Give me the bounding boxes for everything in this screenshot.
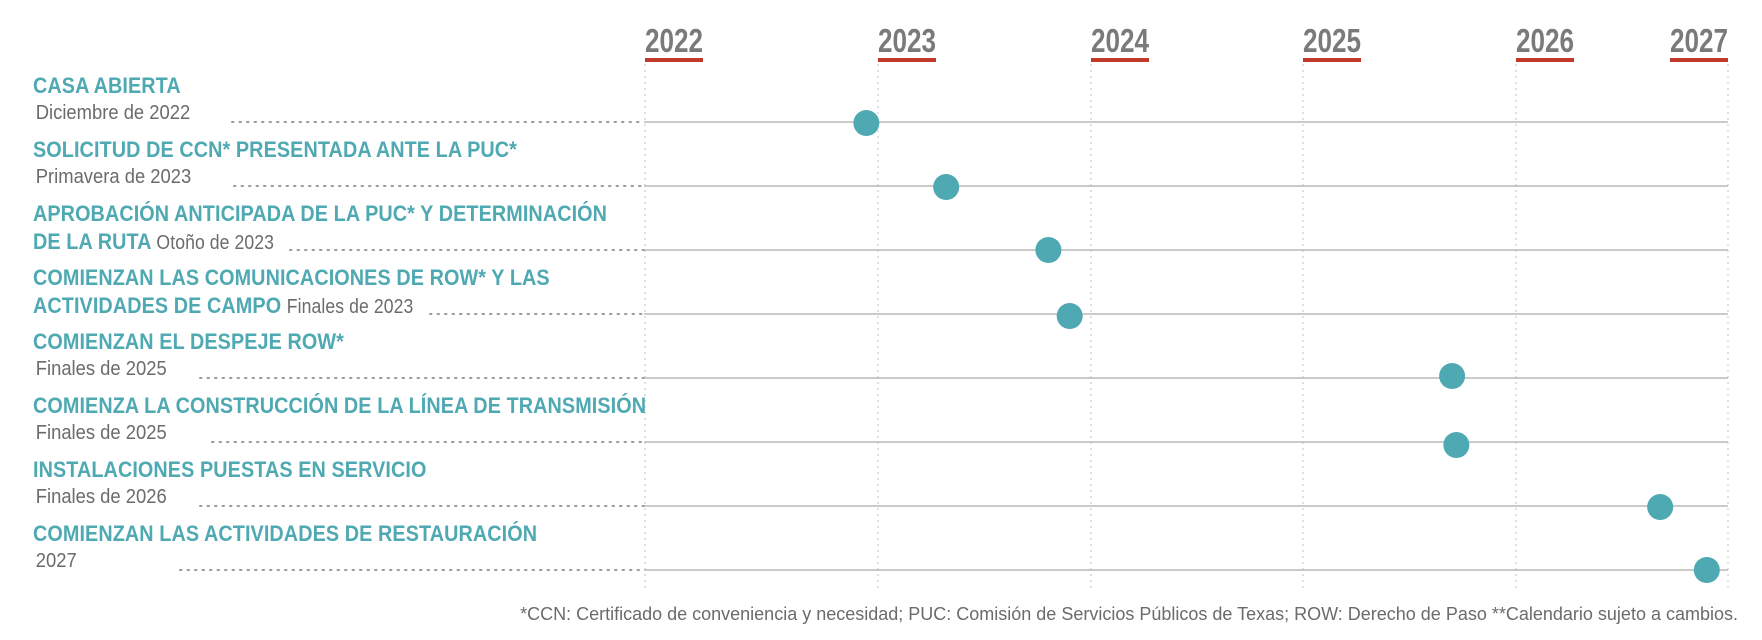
milestone-title: CASA ABIERTA: [33, 73, 181, 98]
milestone-date: Diciembre de 2022: [35, 102, 191, 124]
milestone-label-4: COMIENZAN LAS COMUNICACIONES DE ROW* Y L…: [33, 264, 643, 321]
year-label-2026: 2026: [1516, 22, 1574, 59]
year-label-2024: 2024: [1091, 22, 1150, 59]
milestone-title-line2: ACTIVIDADES DE CAMPO Finales de 2023: [33, 292, 570, 321]
footnote: *CCN: Certificado de conveniencia y nece…: [520, 604, 1738, 624]
year-label-2022: 2022: [645, 22, 703, 59]
milestone-title: INSTALACIONES PUESTAS EN SERVICIO: [33, 457, 427, 482]
milestone-label-8: COMIENZAN LAS ACTIVIDADES DE RESTAURACIÓ…: [33, 520, 643, 574]
milestone-title: APROBACIÓN ANTICIPADA DE LA PUC* Y DETER…: [33, 201, 608, 226]
milestone-label-3: APROBACIÓN ANTICIPADA DE LA PUC* Y DETER…: [33, 200, 643, 257]
milestone-date: Otoño de 2023: [156, 232, 275, 254]
milestone-label-7: INSTALACIONES PUESTAS EN SERVICIO Finale…: [33, 456, 643, 510]
milestone-title: COMIENZAN LAS COMUNICACIONES DE ROW* Y L…: [33, 265, 550, 290]
milestone-dot-1: [853, 110, 880, 136]
milestone-dot-5: [1439, 363, 1466, 389]
milestone-date: 2027: [35, 550, 77, 572]
year-label-2027: 2027: [1670, 22, 1728, 59]
milestone-dot-8: [1693, 557, 1720, 583]
milestone-date: Finales de 2025: [35, 358, 167, 380]
milestone-dot-2: [933, 174, 960, 200]
milestone-title-line2-text: DE LA RUTA: [33, 229, 151, 254]
milestone-dot-6: [1443, 432, 1470, 458]
year-label-2023: 2023: [878, 22, 936, 59]
milestone-title: COMIENZA LA CONSTRUCCIÓN DE LA LÍNEA DE …: [33, 393, 647, 418]
milestone-title: SOLICITUD DE CCN* PRESENTADA ANTE LA PUC…: [33, 137, 517, 162]
milestone-title: COMIENZAN EL DESPEJE ROW*: [33, 329, 344, 354]
milestone-date: Finales de 2023: [286, 296, 414, 318]
milestone-title: COMIENZAN LAS ACTIVIDADES DE RESTAURACIÓ…: [33, 521, 538, 546]
milestone-label-2: SOLICITUD DE CCN* PRESENTADA ANTE LA PUC…: [33, 136, 643, 190]
milestone-dot-7: [1647, 494, 1674, 520]
milestone-title-line2-text: ACTIVIDADES DE CAMPO: [33, 293, 282, 318]
year-label-2025: 2025: [1303, 22, 1361, 59]
milestone-date: Finales de 2026: [35, 486, 167, 508]
milestone-dot-4: [1056, 303, 1083, 329]
milestone-title-line2: DE LA RUTA Otoño de 2023: [33, 228, 570, 257]
milestone-date: Primavera de 2023: [35, 166, 192, 188]
milestone-label-1: CASA ABIERTA Diciembre de 2022: [33, 72, 643, 126]
milestone-label-5: COMIENZAN EL DESPEJE ROW* Finales de 202…: [33, 328, 643, 382]
milestone-date: Finales de 2025: [35, 422, 167, 444]
milestone-label-6: COMIENZA LA CONSTRUCCIÓN DE LA LÍNEA DE …: [33, 392, 647, 446]
milestone-dot-3: [1035, 237, 1062, 263]
